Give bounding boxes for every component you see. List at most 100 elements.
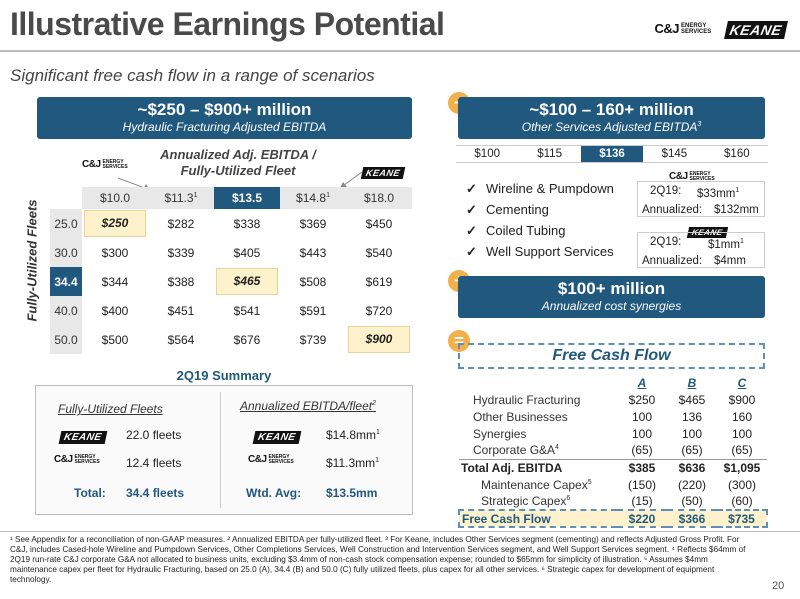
grid-cell-value: $300 (101, 245, 129, 260)
fcf-cell: $250 (628, 392, 656, 407)
check-icon: ✓ (466, 223, 477, 238)
grid-col-header: $10.0 (82, 187, 148, 209)
fcf-cell: (60) (731, 494, 753, 508)
grid-cell: $250 (82, 209, 148, 238)
sensitivity-table: $10.0 $11.31 $13.5 $14.81 $18.0 25.0 $250 $282 $… (50, 187, 412, 354)
grid-cell: $443 (280, 238, 346, 267)
synergy-banner: $100+ million Annualized cost synergies (458, 276, 765, 318)
grid-col-header: $18.0 (346, 187, 412, 209)
fcf-row-label: Free Cash Flow (459, 510, 617, 527)
grid-cell-highlight: $465 (216, 268, 278, 295)
equals-icon: = (448, 330, 470, 352)
service-item: ✓ Wireline & Pumpdown (466, 178, 614, 199)
grid-col-label: $13.5 (231, 191, 263, 205)
summary-keane-ebitda: $14.8mm1 (326, 428, 380, 442)
footer-divider (0, 531, 800, 532)
grid-cell-value: $500 (101, 332, 129, 347)
fcf-row-label: Synergies (459, 425, 617, 442)
fcf-cell: $1,095 (723, 460, 761, 475)
fcf-row: Hydraulic Fracturing $250 $465 $900 (459, 391, 767, 408)
summary-avg-label: Wtd. Avg: (246, 486, 302, 500)
cj-q-value: $33mm1 (697, 187, 740, 200)
fcf-cell: (15) (631, 494, 653, 508)
grid-cell-value: $451 (167, 303, 195, 318)
fcf-cell: $385 (628, 460, 656, 475)
grid-cell-value: $344 (101, 274, 129, 289)
fcf-cell: (65) (631, 443, 653, 458)
summary-avg-value: $13.5mm (326, 486, 378, 500)
fcf-row-label: Hydraulic Fracturing (459, 391, 617, 408)
grid-corner (50, 187, 82, 209)
grid-cell: $450 (346, 209, 412, 238)
grid-row-header: 40.0 (50, 296, 82, 325)
grid-cell-value: $338 (233, 216, 261, 231)
service-item: ✓ Well Support Services (466, 241, 614, 262)
fcf-row: Maintenance Capex5 (150) (220) (300) (459, 476, 767, 493)
service-item: ✓ Coiled Tubing (466, 220, 614, 241)
grid-cell: $405 (214, 238, 280, 267)
grid-cell-value: $540 (365, 245, 393, 260)
other-banner-subtitle: Other Services Adjusted EBITDA3 (521, 120, 702, 134)
grid-cell-value: $405 (233, 245, 261, 260)
cj-logo: C&J ENERGY SERVICES (654, 21, 712, 36)
grid-cell: $591 (280, 296, 346, 325)
fcf-cell: 100 (631, 426, 653, 441)
grid-cell-value: $739 (299, 332, 327, 347)
grid-cell: $465 (214, 267, 280, 296)
footnote: ¹ See Appendix for a reconciliation of n… (10, 535, 746, 584)
summary-right-header: Annualized EBITDA/fleet2 (240, 399, 376, 413)
grid-row: 50.0 $500 $564 $676 $739 $900 (50, 325, 412, 354)
grid-cell-value: $369 (299, 216, 327, 231)
scale-cell: $136 (580, 146, 644, 162)
grid-cell: $900 (346, 325, 412, 354)
fcf-row-label-text: Corporate G&A (473, 443, 556, 458)
header-divider (0, 50, 800, 52)
fcf-row-label: Maintenance Capex5 (459, 476, 617, 493)
fcf-cell: 160 (731, 409, 753, 424)
grid-cell: $676 (214, 325, 280, 354)
summary-box: Fully-Utilized Fleets Annualized EBITDA/… (35, 385, 413, 515)
grid-cell-value: $339 (167, 245, 195, 260)
synergy-title: $100+ million (557, 279, 666, 298)
hf-banner-title: ~$250 – $900+ million (137, 100, 312, 119)
check-icon: ✓ (466, 202, 477, 217)
grid-cell-value: $400 (101, 303, 129, 318)
check-icon: ✓ (466, 181, 477, 196)
fcf-row: Strategic Capex6 (15) (50) (60) (459, 493, 767, 510)
page-title: Illustrative Earnings Potential (10, 6, 445, 42)
grid-cell-value: $450 (365, 216, 393, 231)
keane-stats-box: 2Q19: $1mm1 Annualized: $4mm (637, 232, 765, 268)
grid-row: 40.0 $400 $451 $541 $591 $720 (50, 296, 412, 325)
fcf-cell: 136 (681, 409, 703, 424)
service-item: ✓ Cementing (466, 199, 614, 220)
grid-col-label: $11.3 (164, 191, 194, 205)
grid-col-header: $11.31 (148, 187, 214, 209)
fcf-row-label-text: Maintenance Capex (481, 477, 588, 492)
grid-cell: $400 (82, 296, 148, 325)
summary-total-value: 34.4 fleets (126, 486, 185, 500)
grid-cell: $388 (148, 267, 214, 296)
fcf-col-header: B (687, 375, 697, 390)
grid-cell-value: $720 (365, 303, 393, 318)
grid-cell-value: $508 (299, 274, 327, 289)
grid-cell-value: $619 (365, 274, 393, 289)
grid-col-label: $10.0 (99, 191, 131, 205)
grid-cell: $508 (280, 267, 346, 296)
fcf-row: Corporate G&A4 (65) (65) (65) (459, 442, 767, 459)
scale-cell: $160 (724, 148, 750, 160)
grid-cell: $282 (148, 209, 214, 238)
grid-cell-highlight: $900 (348, 326, 410, 353)
fcf-cell: (150) (627, 477, 656, 492)
hf-banner-subtitle: Hydraulic Fracturing Adjusted EBITDA (122, 120, 327, 134)
summary-keane-fleets: 22.0 fleets (126, 428, 182, 442)
other-banner-title: ~$100 – 160+ million (529, 100, 694, 119)
grid-cell: $739 (280, 325, 346, 354)
summary-total-label: Total: (74, 486, 106, 500)
row-axis-label: Fully-Utilized Fleets (24, 199, 40, 322)
grid-col-label: $14.8 (296, 191, 327, 205)
grid-cell: $720 (346, 296, 412, 325)
grid-cell: $338 (214, 209, 280, 238)
arrow-keane-head (340, 182, 347, 188)
fcf-cell: $636 (678, 460, 706, 475)
grid-col-sup: 1 (193, 192, 198, 199)
